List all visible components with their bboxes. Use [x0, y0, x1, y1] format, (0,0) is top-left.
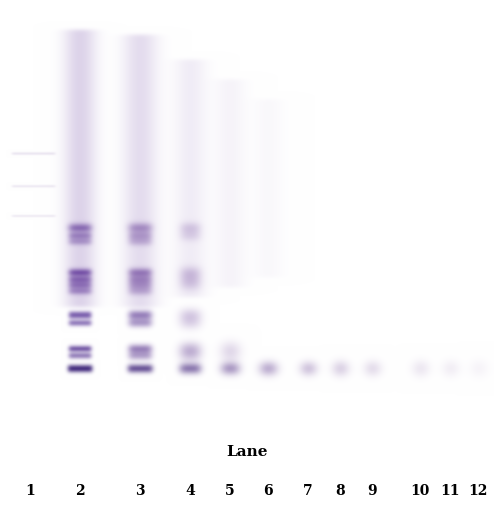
Text: Lane: Lane — [226, 445, 268, 459]
Text: 2: 2 — [75, 484, 85, 498]
Text: 8: 8 — [335, 484, 345, 498]
Text: 10: 10 — [411, 484, 430, 498]
Text: 4: 4 — [185, 484, 195, 498]
Text: 5: 5 — [225, 484, 235, 498]
Text: 11: 11 — [440, 484, 460, 498]
Text: 12: 12 — [468, 484, 488, 498]
Text: 7: 7 — [303, 484, 313, 498]
Text: 3: 3 — [135, 484, 145, 498]
Text: 1: 1 — [25, 484, 35, 498]
Text: 9: 9 — [367, 484, 377, 498]
Text: 6: 6 — [263, 484, 273, 498]
